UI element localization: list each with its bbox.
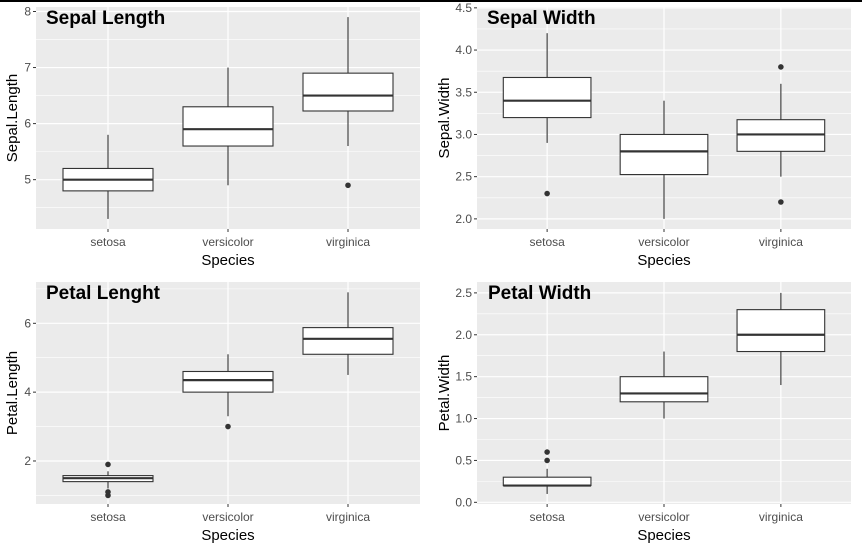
outlier-point [105, 461, 111, 468]
y-tick-label: 2.0 [455, 328, 472, 342]
iqr-box [502, 476, 592, 487]
box-versicolor [619, 100, 709, 219]
box-virginica [736, 64, 826, 205]
y-tick-label: 6 [24, 117, 31, 131]
iqr-box [62, 475, 154, 483]
y-tick-label: 0.5 [455, 453, 472, 467]
x-axis-title: Species [637, 527, 690, 544]
iqr-box [302, 327, 394, 355]
box-setosa [502, 33, 592, 197]
y-axis-title: Sepal.Width [436, 78, 453, 159]
y-tick-label: 0.0 [455, 495, 472, 509]
y-tick-label: 1.0 [455, 412, 472, 426]
x-axis-title: Species [637, 252, 690, 269]
outlier-point [345, 182, 351, 189]
iqr-box [182, 370, 274, 393]
box-setosa [62, 134, 154, 219]
x-tick-label: virginica [326, 510, 370, 524]
x-tick-label: virginica [326, 235, 370, 249]
y-tick-label: 6 [24, 316, 31, 330]
iqr-box [62, 167, 154, 192]
outlier-point [778, 64, 784, 70]
x-tick-label: versicolor [202, 235, 253, 249]
box-versicolor [619, 351, 709, 419]
x-tick-label: setosa [90, 235, 126, 249]
y-tick-label: 4 [24, 385, 31, 399]
box-virginica [302, 17, 394, 189]
x-tick-label: virginica [759, 510, 803, 524]
y-tick-label: 3.0 [455, 127, 472, 141]
y-tick-label: 2.5 [455, 170, 472, 184]
box-virginica [302, 292, 394, 375]
x-tick-label: versicolor [638, 510, 689, 524]
x-axis-title: Species [201, 527, 254, 544]
outlier-point [225, 423, 231, 430]
y-tick-label: 2.5 [455, 286, 472, 300]
iqr-box [736, 119, 826, 152]
outlier-point [778, 199, 784, 205]
box-setosa [62, 461, 154, 499]
box-versicolor [182, 354, 274, 430]
iqr-box [302, 72, 394, 112]
plot-background [36, 282, 420, 504]
y-axis-title: Petal.Length [4, 351, 21, 435]
x-tick-label: versicolor [202, 510, 253, 524]
iqr-box [502, 76, 592, 119]
y-tick-label: 4.5 [455, 1, 472, 15]
box-virginica [736, 292, 826, 386]
top-border-line [0, 0, 862, 2]
y-tick-label: 7 [24, 61, 31, 75]
y-tick-label: 5 [24, 173, 31, 187]
x-tick-label: versicolor [638, 235, 689, 249]
y-tick-label: 4.0 [455, 43, 472, 57]
y-tick-label: 1.5 [455, 370, 472, 384]
plot-background [477, 282, 851, 504]
x-tick-label: setosa [529, 235, 565, 249]
iqr-box [619, 376, 709, 403]
iqr-box [182, 106, 274, 147]
panel-title: Petal Lenght [46, 283, 161, 304]
outlier-point [105, 489, 111, 495]
box-setosa [502, 449, 592, 494]
plot-background [36, 7, 420, 229]
x-tick-label: setosa [529, 510, 565, 524]
outlier-point [544, 190, 550, 197]
iqr-box [619, 133, 709, 176]
outlier-point [544, 457, 550, 464]
y-tick-label: 2.0 [455, 212, 472, 226]
x-tick-label: setosa [90, 510, 126, 524]
outlier-point [105, 492, 111, 499]
outlier-point [544, 449, 550, 455]
box-versicolor [182, 67, 274, 186]
panel-title: Sepal Width [487, 8, 596, 29]
y-axis-title: Petal.Width [436, 355, 453, 432]
plot-background [477, 7, 851, 229]
y-tick-label: 2 [24, 454, 31, 468]
x-tick-label: virginica [759, 235, 803, 249]
panel-title: Petal Width [488, 283, 591, 304]
x-axis-title: Species [201, 252, 254, 269]
y-tick-label: 3.5 [455, 85, 472, 99]
iqr-box [736, 309, 826, 353]
panel-title: Sepal Length [46, 8, 165, 29]
y-axis-title: Sepal.Length [4, 74, 21, 162]
y-tick-label: 8 [24, 4, 31, 18]
